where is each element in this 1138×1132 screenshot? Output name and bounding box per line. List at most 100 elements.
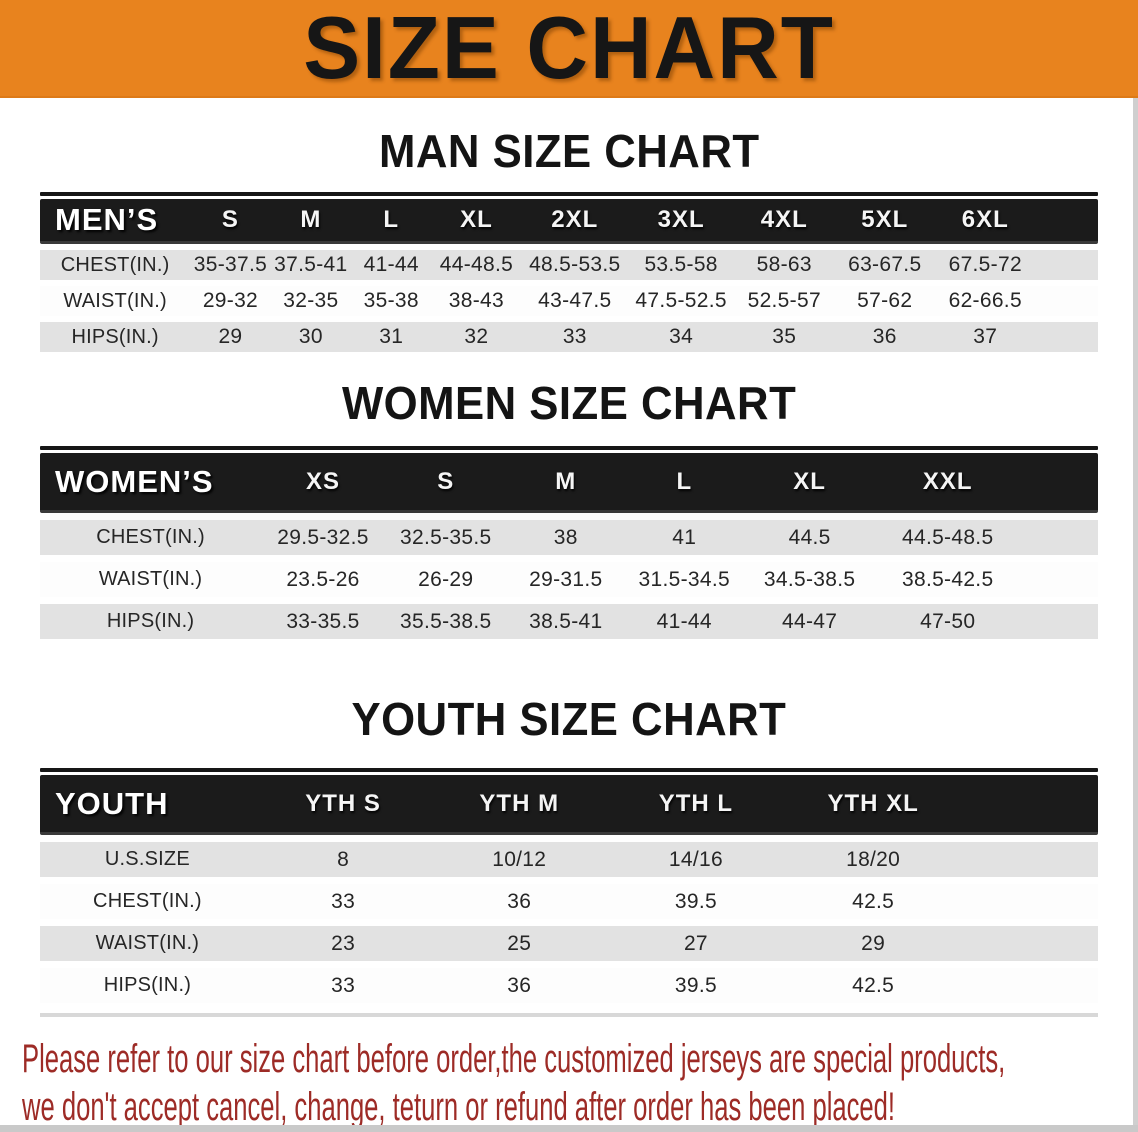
mens-table-header-row: MEN’S S M L XL 2XL 3XL 4XL 5XL 6XL <box>40 199 1098 244</box>
table-row-waist: WAIST(IN.) 29-32 32-35 35-38 38-43 43-47… <box>40 286 1098 316</box>
size-value: 36 <box>507 973 532 997</box>
table-top-rule <box>40 446 1098 450</box>
women-section-title-wrap: WOMEN SIZE CHART <box>0 378 1138 428</box>
size-value: 34 <box>669 325 694 348</box>
size-value: 35-38 <box>363 289 419 312</box>
size-value: 33 <box>331 889 356 913</box>
table-top-rule <box>40 768 1098 772</box>
size-value: 39.5 <box>674 889 717 913</box>
column-header-5xl: 5XL <box>861 206 909 233</box>
size-value: 31.5-34.5 <box>638 567 730 591</box>
row-label: CHEST(IN.) <box>60 253 170 276</box>
size-value: 38.5-41 <box>529 609 603 633</box>
row-label: HIPS(IN.) <box>103 974 192 996</box>
size-value: 29 <box>218 325 243 348</box>
size-value: 29-31.5 <box>529 567 603 591</box>
row-label: CHEST(IN.) <box>93 890 202 912</box>
size-value: 8 <box>337 847 350 871</box>
size-value: 37.5-41 <box>274 253 348 276</box>
size-value: 44.5 <box>788 525 831 549</box>
size-value: 27 <box>683 931 708 955</box>
men-section-title-wrap: MAN SIZE CHART <box>0 126 1138 176</box>
size-value: 37 <box>973 325 998 348</box>
row-label: HIPS(IN.) <box>106 610 195 632</box>
row-label: WAIST(IN.) <box>63 289 167 312</box>
size-value: 44-48.5 <box>439 253 514 276</box>
column-header-4xl: 4XL <box>760 206 808 233</box>
womens-size-table: WOMEN’S XS S M L XL XXL CHEST(IN.) 29.5-… <box>40 446 1098 639</box>
right-edge-bar <box>1133 98 1138 1132</box>
table-row-hips: HIPS(IN.) 33 36 39.5 42.5 <box>40 968 1098 1003</box>
size-value: 30 <box>298 325 323 348</box>
column-header-s: S <box>437 467 455 495</box>
mens-header-label: MEN’S <box>55 202 159 237</box>
size-value: 23.5-26 <box>286 567 360 591</box>
size-value: 32 <box>464 325 489 348</box>
row-label: WAIST(IN.) <box>95 932 200 954</box>
size-value: 41 <box>672 525 697 549</box>
table-row-waist: WAIST(IN.) 23.5-26 26-29 29-31.5 31.5-34… <box>40 562 1098 597</box>
size-value: 58-63 <box>756 253 812 276</box>
size-value: 14/16 <box>668 847 723 871</box>
size-value: 62-66.5 <box>948 289 1022 312</box>
women-section-title: WOMEN SIZE CHART <box>341 377 797 429</box>
column-header-m: M <box>300 206 322 233</box>
womens-table-header-row: WOMEN’S XS S M L XL XXL <box>40 453 1098 513</box>
row-label: CHEST(IN.) <box>96 526 205 548</box>
disclaimer: Please refer to our size chart before or… <box>22 1039 1138 1127</box>
size-value: 29 <box>861 931 886 955</box>
column-header-xl: XL <box>793 467 826 495</box>
size-value: 18/20 <box>846 847 901 871</box>
disclaimer-line-1: Please refer to our size chart before or… <box>22 1037 1006 1081</box>
column-header-s: S <box>221 206 239 233</box>
table-row-hips: HIPS(IN.) 29 30 31 32 33 34 35 36 37 <box>40 322 1098 352</box>
column-header-m: M <box>555 467 577 495</box>
size-value: 29-32 <box>202 289 259 312</box>
bottom-edge-bar <box>0 1125 1138 1132</box>
size-value: 47-50 <box>920 609 976 633</box>
column-header-yth-s: YTH S <box>305 789 381 817</box>
size-value: 44-47 <box>782 609 838 633</box>
table-row-chest: CHEST(IN.) 35-37.5 37.5-41 41-44 44-48.5… <box>40 250 1098 280</box>
column-header-yth-xl: YTH XL <box>827 789 919 817</box>
banner: SIZE CHART <box>0 0 1138 98</box>
size-value: 10/12 <box>492 847 547 871</box>
size-value: 33-35.5 <box>286 609 360 633</box>
row-label: WAIST(IN.) <box>98 568 203 590</box>
size-value: 63-67.5 <box>848 253 922 276</box>
size-value: 26-29 <box>418 567 474 591</box>
youth-size-table: YOUTH YTH S YTH M YTH L YTH XL U.S.SIZE … <box>40 768 1098 1017</box>
table-row-waist: WAIST(IN.) 23 25 27 29 <box>40 926 1098 961</box>
size-value: 41-44 <box>656 609 712 633</box>
table-row-us-size: U.S.SIZE 8 10/12 14/16 18/20 <box>40 842 1098 877</box>
column-header-l: L <box>676 467 693 495</box>
table-row-hips: HIPS(IN.) 33-35.5 35.5-38.5 38.5-41 41-4… <box>40 604 1098 639</box>
banner-title: SIZE CHART <box>303 0 835 97</box>
size-value: 48.5-53.5 <box>529 253 621 276</box>
mens-size-table: MEN’S S M L XL 2XL 3XL 4XL 5XL 6XL CHEST… <box>40 192 1098 352</box>
size-value: 42.5 <box>852 973 895 997</box>
column-header-xs: XS <box>305 467 340 495</box>
youth-table-header-row: YOUTH YTH S YTH M YTH L YTH XL <box>40 775 1098 835</box>
size-value: 38.5-42.5 <box>901 567 994 591</box>
womens-header-label: WOMEN’S <box>55 463 214 499</box>
size-value: 31 <box>379 325 404 348</box>
size-value: 23 <box>331 931 356 955</box>
size-value: 41-44 <box>363 253 419 276</box>
table-top-rule <box>40 192 1098 196</box>
youth-header-label: YOUTH <box>55 785 169 821</box>
row-label: U.S.SIZE <box>104 848 190 870</box>
size-value: 39.5 <box>674 973 717 997</box>
size-value: 44.5-48.5 <box>901 525 994 549</box>
size-value: 32-35 <box>283 289 339 312</box>
size-value: 35 <box>772 325 797 348</box>
size-value: 32.5-35.5 <box>400 525 492 549</box>
size-value: 43-47.5 <box>538 289 612 312</box>
disclaimer-line-2: we don't accept cancel, change, teturn o… <box>22 1085 895 1129</box>
youth-section-title-wrap: YOUTH SIZE CHART <box>0 694 1138 744</box>
size-value: 29.5-32.5 <box>277 525 369 549</box>
size-value: 38 <box>553 525 578 549</box>
column-header-2xl: 2XL <box>551 206 599 233</box>
size-value: 38-43 <box>448 289 505 312</box>
column-header-3xl: 3XL <box>657 206 705 233</box>
